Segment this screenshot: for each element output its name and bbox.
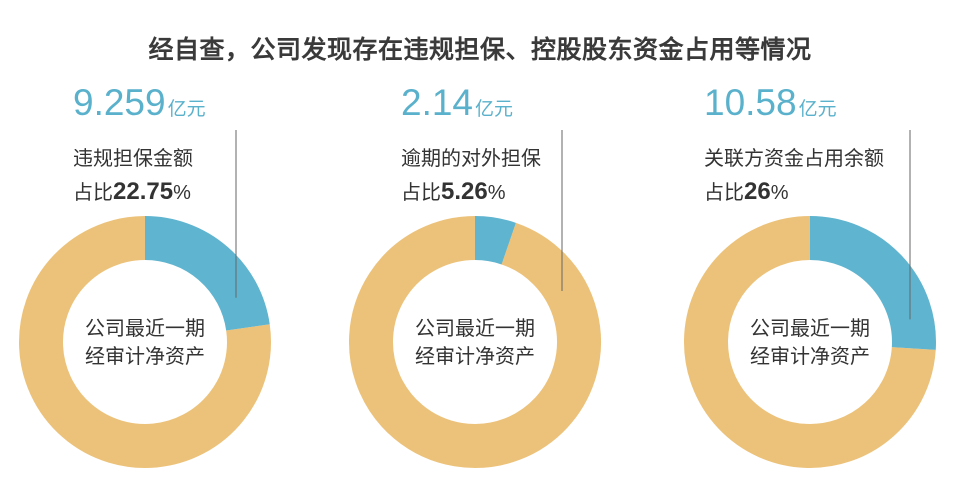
center-line-1: 公司最近一期 <box>750 316 870 340</box>
donut-panel-occupation: 10.58 亿元 关联方资金占用余额 占比26% 公司最近一期 经审计净资产 <box>660 0 960 503</box>
item-label: 关联方资金占用余额 <box>704 146 884 170</box>
donut-panel-guarantee: 9.259 亿元 违规担保金额 占比22.75% 公司最近一期 经审计净资产 <box>0 0 330 503</box>
share-prefix: 占比 <box>73 180 113 204</box>
amount-value: 10.58 亿元 <box>704 84 837 121</box>
amount-number: 10.58 <box>704 82 797 123</box>
donut-slice-share <box>144 216 270 332</box>
page-title: 经自查，公司发现存在违规担保、控股股东资金占用等情况 <box>148 35 812 64</box>
item-label: 违规担保金额 <box>73 146 193 170</box>
donut-slice-rest <box>349 216 601 468</box>
donut-slice-rest <box>19 216 271 468</box>
share-prefix: 占比 <box>401 180 441 204</box>
center-line-2: 经审计净资产 <box>750 344 870 368</box>
center-line-2: 经审计净资产 <box>85 344 205 368</box>
center-line-2: 经审计净资产 <box>415 344 535 368</box>
share-prefix: 占比 <box>704 180 744 204</box>
amount-value: 9.259 亿元 <box>73 84 206 121</box>
donut-center-label: 公司最近一期 经审计净资产 <box>740 314 880 370</box>
share-text: 占比5.26% <box>401 176 506 206</box>
donut-slice-rest <box>684 216 936 468</box>
center-line-1: 公司最近一期 <box>415 316 535 340</box>
donut-chart <box>684 130 936 468</box>
share-value: 5.26 <box>441 178 488 205</box>
amount-value: 2.14 亿元 <box>401 84 513 121</box>
item-label: 逾期的对外担保 <box>401 146 541 170</box>
amount-unit: 亿元 <box>798 98 837 120</box>
share-unit: % <box>487 182 506 204</box>
amount-number: 9.259 <box>73 82 166 123</box>
donut-panel-overdue: 2.14 亿元 逾期的对外担保 占比5.26% 公司最近一期 经审计净资产 <box>330 0 660 503</box>
donut-center-label: 公司最近一期 经审计净资产 <box>405 314 545 370</box>
share-unit: % <box>770 182 789 204</box>
amount-unit: 亿元 <box>475 98 514 120</box>
amount-unit: 亿元 <box>167 98 206 120</box>
share-value: 22.75 <box>113 178 174 205</box>
center-line-1: 公司最近一期 <box>85 316 205 340</box>
donut-chart <box>349 130 601 468</box>
donut-center-label: 公司最近一期 经审计净资产 <box>75 314 215 370</box>
share-value: 26 <box>744 178 771 205</box>
share-text: 占比22.75% <box>73 176 191 206</box>
donut-chart <box>19 130 271 468</box>
donut-slice-share <box>809 216 936 350</box>
amount-number: 2.14 <box>401 82 474 123</box>
share-text: 占比26% <box>704 176 789 206</box>
donut-slice-share <box>474 216 516 265</box>
share-unit: % <box>173 182 191 204</box>
